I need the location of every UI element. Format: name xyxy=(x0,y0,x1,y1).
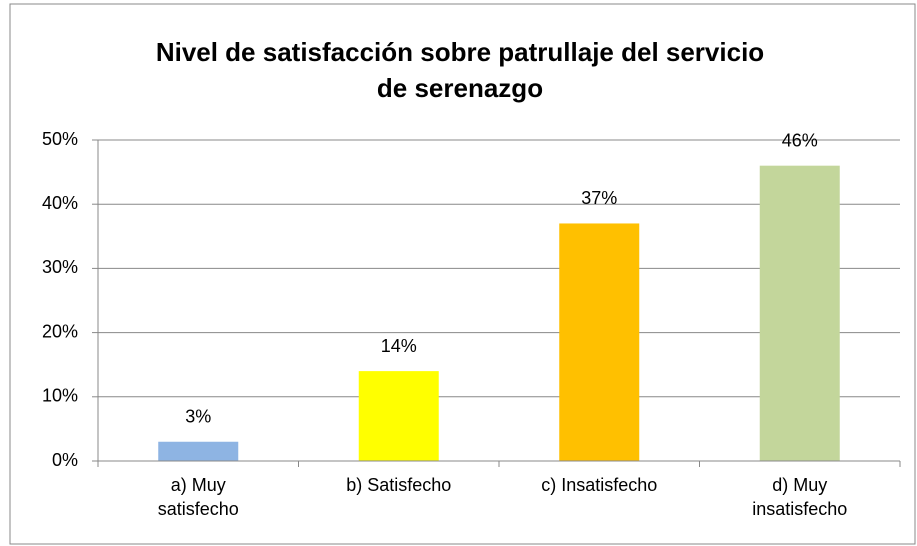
bar xyxy=(158,441,239,461)
bar xyxy=(559,223,640,461)
y-tick-label: 50% xyxy=(42,129,78,149)
x-tick-label: d) Muy insatisfecho xyxy=(752,475,848,519)
y-tick-label: 0% xyxy=(52,450,78,470)
y-tick-label: 20% xyxy=(42,321,78,341)
x-tick-label: c) Insatisfecho xyxy=(541,475,658,495)
title-box: Nivel de satisfacción sobre patrullaje d… xyxy=(155,37,765,103)
x-tick-label: a) Muy satisfecho xyxy=(157,475,239,519)
x-label-box: a) Muy satisfecho xyxy=(157,475,239,519)
x-label-box: b) Satisfecho xyxy=(346,475,452,495)
value-label: 46% xyxy=(782,130,818,150)
x-label-box: d) Muy insatisfecho xyxy=(752,475,848,519)
x-label-box: c) Insatisfecho xyxy=(541,475,658,495)
y-tick-label: 10% xyxy=(42,386,78,406)
y-tick-label: 30% xyxy=(42,257,78,277)
y-tick-label: 40% xyxy=(42,193,78,213)
x-tick-label: b) Satisfecho xyxy=(346,475,452,495)
value-label: 3% xyxy=(185,406,211,426)
value-label: 14% xyxy=(381,336,417,356)
value-label: 37% xyxy=(581,188,617,208)
bar xyxy=(358,371,439,461)
chart-title: Nivel de satisfacción sobre patrullaje d… xyxy=(155,37,765,103)
bar xyxy=(759,165,840,461)
